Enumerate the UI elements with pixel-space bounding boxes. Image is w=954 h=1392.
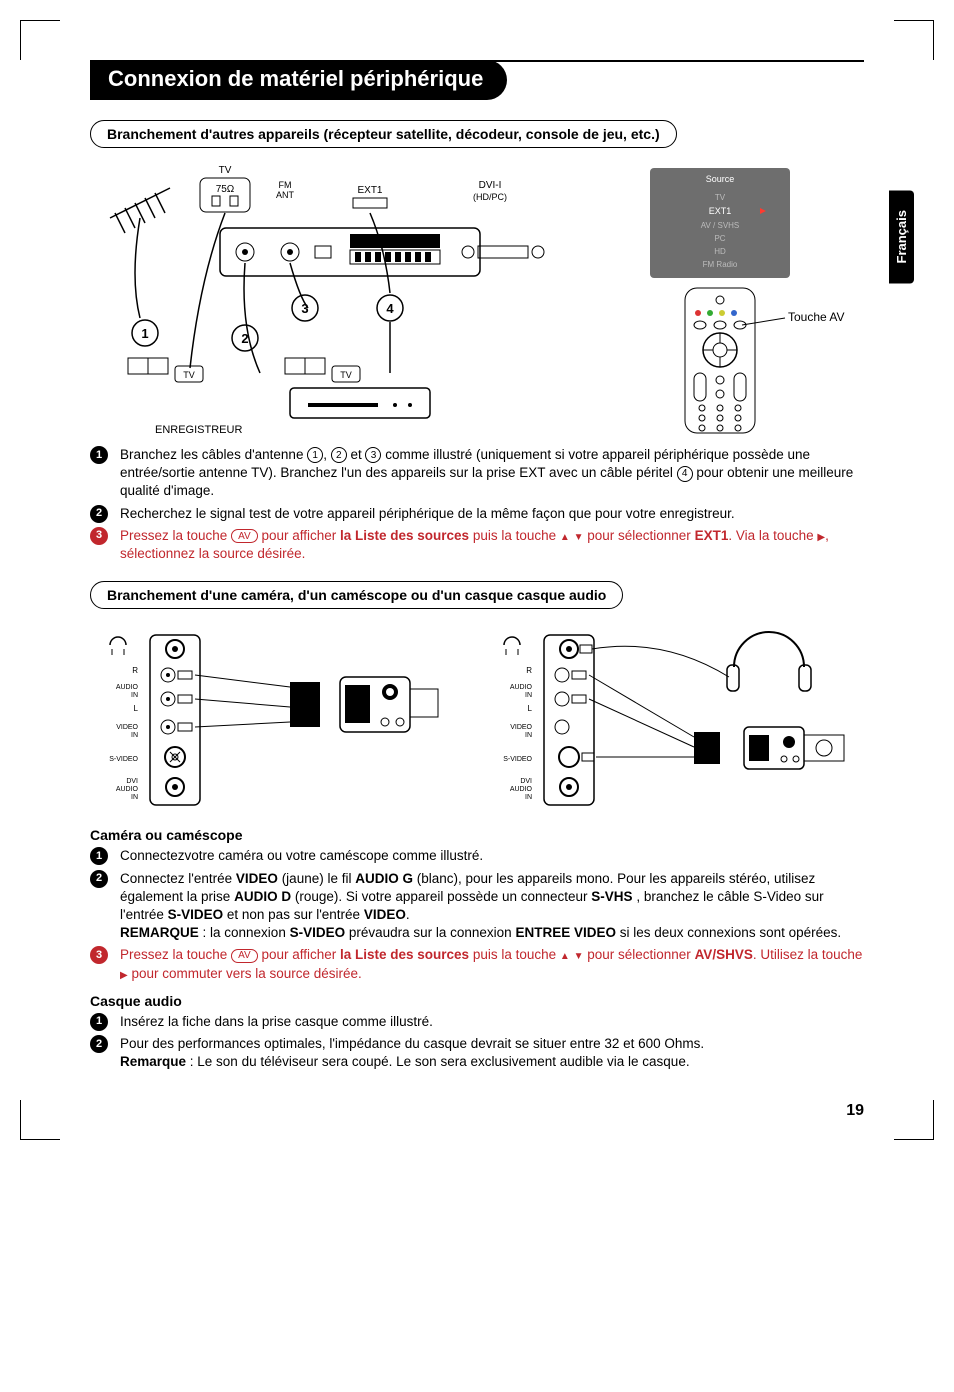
- step-2: 2 Recherchez le signal test de votre app…: [90, 505, 864, 523]
- source-title: Source: [706, 174, 735, 184]
- step-1: 1 Branchez les câbles d'antenne 1, 2 et …: [90, 446, 864, 501]
- step-3: 3 Pressez la touche AV pour afficher la …: [90, 527, 864, 563]
- svg-text:AV / SVHS: AV / SVHS: [701, 221, 740, 230]
- svg-text:TV: TV: [183, 370, 195, 380]
- svg-text:4: 4: [386, 301, 394, 316]
- step-number-icon: 1: [90, 1013, 108, 1031]
- step-number-icon: 1: [90, 847, 108, 865]
- svg-text:HD: HD: [714, 247, 726, 256]
- step-number-icon: 2: [90, 1035, 108, 1053]
- svg-text:S-VIDEO: S-VIDEO: [109, 756, 138, 763]
- page-number: 19: [90, 1102, 864, 1120]
- cam-step-3: 3 Pressez la touche AV pour afficher la …: [90, 946, 864, 982]
- svg-text:1: 1: [141, 326, 148, 341]
- svg-text:IN: IN: [525, 732, 532, 739]
- cam-step-1: 1 Connectezvotre caméra ou votre camésco…: [90, 847, 864, 865]
- hp-step-1: 1 Insérez la fiche dans la prise casque …: [90, 1013, 864, 1031]
- impedance-label: 75Ω: [216, 184, 235, 195]
- hp-step-2: 2 Pour des performances optimales, l'imp…: [90, 1035, 864, 1071]
- svg-text:EXT1: EXT1: [709, 206, 732, 216]
- right-arrow-icon: [120, 966, 128, 981]
- svg-text:S-VIDEO: S-VIDEO: [503, 756, 532, 763]
- step-number-icon: 2: [90, 870, 108, 888]
- dvi-label: DVI-I: [479, 180, 502, 191]
- section1-title: Branchement d'autres appareils (récepteu…: [90, 120, 677, 148]
- callout-1-icon: 1: [307, 447, 323, 463]
- down-arrow-icon: [574, 947, 584, 962]
- svg-text:DVI: DVI: [520, 778, 532, 785]
- callout-4-icon: 4: [677, 466, 693, 482]
- av-key-icon: AV: [231, 949, 258, 963]
- svg-text:VIDEO: VIDEO: [116, 724, 138, 731]
- callout-2-icon: 2: [331, 447, 347, 463]
- svg-text:IN: IN: [525, 692, 532, 699]
- camcorder-diagram: R AUDIOIN L VIDEOIN S-VIDEO DVIAUDIOIN: [90, 627, 460, 817]
- step-number-icon: 3: [90, 527, 108, 545]
- svg-text:IN: IN: [131, 794, 138, 801]
- svg-text:DVI: DVI: [126, 778, 138, 785]
- title-bar: Connexion de matériel périphérique: [90, 60, 864, 100]
- svg-text:AUDIO: AUDIO: [116, 684, 139, 691]
- right-arrow-icon: [817, 528, 825, 543]
- headphone-heading: Casque audio: [90, 993, 864, 1009]
- svg-text:VIDEO: VIDEO: [510, 724, 532, 731]
- svg-text:AUDIO: AUDIO: [116, 786, 139, 793]
- svg-text:R: R: [526, 666, 532, 675]
- crop-mark-tl: [20, 20, 60, 60]
- up-arrow-icon: [560, 528, 570, 543]
- callout-3-icon: 3: [365, 447, 381, 463]
- fm-ant-label: FM: [279, 180, 292, 190]
- svg-text:ANT: ANT: [276, 190, 295, 200]
- svg-text:IN: IN: [525, 794, 532, 801]
- camera-heading: Caméra ou caméscope: [90, 827, 864, 843]
- section2-title: Branchement d'une caméra, d'un caméscope…: [90, 581, 623, 609]
- svg-text:R: R: [132, 666, 138, 675]
- svg-text:IN: IN: [131, 692, 138, 699]
- crop-mark-tr: [894, 20, 934, 60]
- svg-text:PC: PC: [714, 234, 725, 243]
- recorder-label: ENREGISTREUR: [155, 424, 242, 436]
- svg-text:AUDIO: AUDIO: [510, 786, 533, 793]
- wiring-diagram: TV 75Ω FM ANT EXT1 DVI-I (HD/PC) 3 4 1 2…: [90, 158, 580, 438]
- svg-text:L: L: [528, 704, 533, 713]
- svg-text:IN: IN: [131, 732, 138, 739]
- cam-step-2: 2 Connectez l'entrée VIDEO (jaune) le fi…: [90, 870, 864, 943]
- svg-text:(HD/PC): (HD/PC): [473, 192, 507, 202]
- step-number-icon: 3: [90, 946, 108, 964]
- svg-text:FM Radio: FM Radio: [703, 260, 738, 269]
- crop-mark-bl: [20, 1100, 60, 1140]
- svg-text:L: L: [134, 704, 139, 713]
- step-number-icon: 2: [90, 505, 108, 523]
- touche-av-label: Touche AV: [788, 310, 844, 324]
- diagram-row-1: TV 75Ω FM ANT EXT1 DVI-I (HD/PC) 3 4 1 2…: [90, 158, 864, 438]
- tv-label: TV: [219, 165, 232, 176]
- av-key-icon: AV: [231, 529, 258, 543]
- page-title: Connexion de matériel périphérique: [90, 60, 507, 100]
- camera-diagrams: R AUDIOIN L VIDEOIN S-VIDEO DVIAUDIOIN R…: [90, 627, 864, 817]
- headphone-diagram: R AUDIOIN L VIDEOIN S-VIDEO DVIAUDIOIN: [484, 627, 864, 817]
- svg-text:TV: TV: [715, 193, 726, 202]
- up-arrow-icon: [560, 947, 570, 962]
- crop-mark-br: [894, 1100, 934, 1140]
- ext1-label: EXT1: [357, 185, 382, 196]
- remote-diagram: Source TV EXT1 AV / SVHS PC HD FM Radio: [610, 158, 860, 438]
- step-number-icon: 1: [90, 446, 108, 464]
- down-arrow-icon: [574, 528, 584, 543]
- svg-text:TV: TV: [340, 370, 352, 380]
- language-tab: Français: [889, 190, 914, 283]
- svg-text:AUDIO: AUDIO: [510, 684, 533, 691]
